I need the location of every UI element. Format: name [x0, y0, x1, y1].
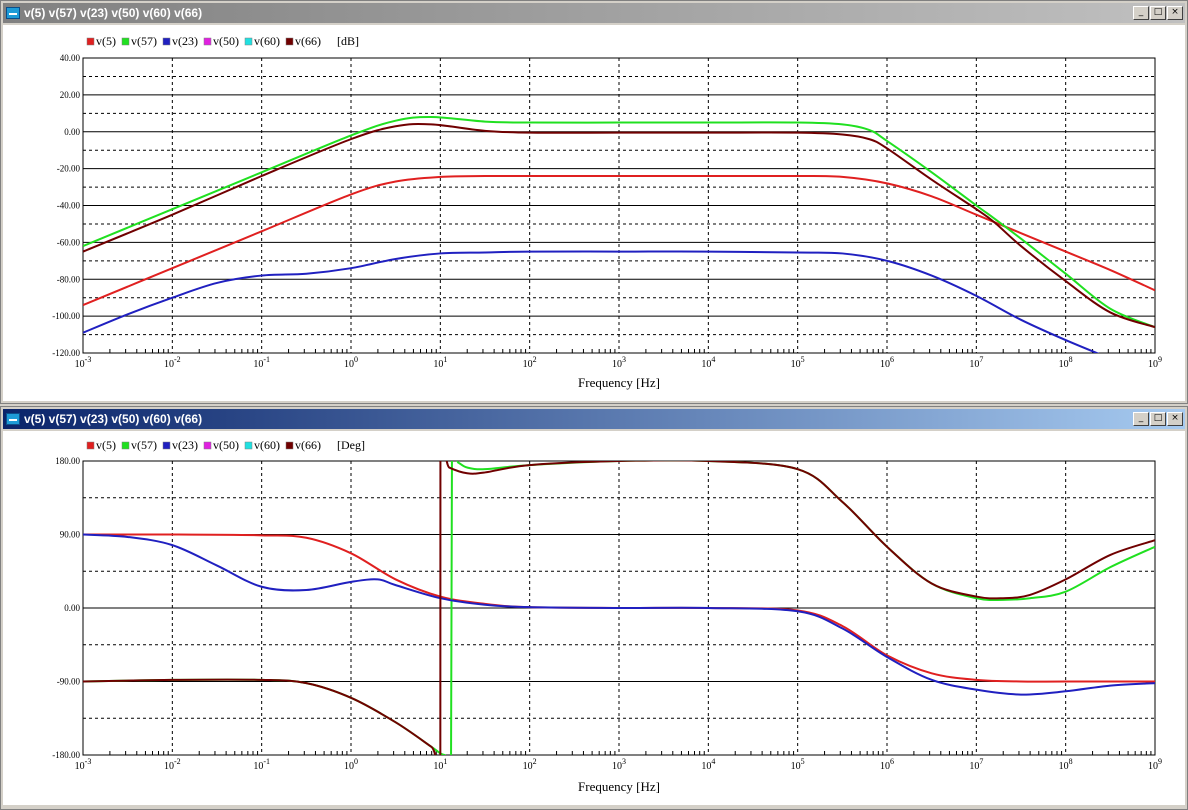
y-tick-label: -20.00 [57, 164, 81, 174]
legend-label: v(60) [254, 438, 280, 452]
chart-app-icon[interactable] [6, 413, 20, 425]
legend-swatch [203, 37, 212, 46]
x-tick-label: 10-1 [253, 355, 270, 370]
x-tick-label: 10-1 [253, 757, 270, 772]
legend-label: v(66) [295, 34, 321, 48]
y-tick-label: -40.00 [57, 201, 81, 211]
legend-swatch [162, 441, 171, 450]
x-tick-label: 100 [344, 355, 358, 370]
x-tick-label: 107 [969, 757, 983, 772]
phase-window-titlebar[interactable]: v(5) v(57) v(23) v(50) v(60) v(66) _ □ × [3, 409, 1185, 429]
y-tick-label: 0.00 [64, 127, 80, 137]
legend-label: v(50) [213, 438, 239, 452]
phase-plot-area: 180.00 90.00 0.00 -90.00 -180.00 10-3 10-2 10-1… [3, 431, 1185, 805]
close-button[interactable]: × [1167, 6, 1183, 20]
x-tick-label: 101 [433, 757, 447, 772]
x-tick-label: 102 [523, 757, 537, 772]
x-tick-label: 108 [1059, 355, 1073, 370]
unit-label: [Deg] [337, 438, 365, 452]
y-tick-label: 40.00 [60, 53, 81, 63]
legend-swatch [285, 441, 294, 450]
chart-app-icon[interactable] [6, 7, 20, 19]
series-line-v66 [83, 122, 1155, 329]
legend-swatch [203, 441, 212, 450]
x-tick-label: 107 [969, 355, 983, 370]
magnitude-plot-area: 40.00 20.00 0.00 -20.00 -40.00 -60.00 -80.00 -1… [3, 25, 1185, 401]
maximize-button[interactable]: □ [1150, 412, 1166, 426]
series-line-v5 [83, 174, 1155, 306]
legend-swatch [244, 37, 253, 46]
x-tick-label: 105 [791, 757, 805, 772]
series-line-v57 [83, 115, 1155, 329]
window-title: v(5) v(57) v(23) v(50) v(60) v(66) [24, 6, 203, 20]
legend-label: v(50) [213, 34, 239, 48]
x-tick-label: 102 [523, 355, 537, 370]
y-tick-label: -90.00 [57, 677, 81, 687]
x-tick-label: 106 [880, 355, 894, 370]
y-tick-label: -100.00 [52, 311, 80, 321]
y-tick-label: 0.00 [64, 603, 80, 613]
y-tick-label: 180.00 [55, 456, 80, 466]
legend-label: v(57) [131, 34, 157, 48]
x-tick-label: 103 [612, 757, 626, 772]
close-button[interactable]: × [1167, 412, 1183, 426]
magnitude-chart[interactable]: 40.00 20.00 0.00 -20.00 -40.00 -60.00 -80.00 -1… [3, 25, 1185, 401]
legend-swatch [86, 441, 95, 450]
grid [82, 57, 1156, 354]
y-tick-label: 20.00 [60, 90, 81, 100]
x-axis-label: Frequency [Hz] [578, 779, 660, 794]
x-tick-label: 103 [612, 355, 626, 370]
minimize-button[interactable]: _ [1133, 412, 1149, 426]
legend-swatch [285, 37, 294, 46]
x-tick-label: 10-3 [75, 355, 92, 370]
window-title: v(5) v(57) v(23) v(50) v(60) v(66) [24, 412, 203, 426]
x-tick-label: 104 [701, 757, 715, 772]
y-tick-label: 90.00 [60, 530, 81, 540]
legend-swatch [162, 37, 171, 46]
series-line-v23 [83, 533, 1155, 696]
legend-label: v(5) [96, 438, 116, 452]
magnitude-window: v(5) v(57) v(23) v(50) v(60) v(66) _ □ ×… [0, 0, 1188, 404]
maximize-button[interactable]: □ [1150, 6, 1166, 20]
magnitude-window-titlebar[interactable]: v(5) v(57) v(23) v(50) v(60) v(66) _ □ × [3, 3, 1185, 23]
x-tick-label: 10-2 [164, 757, 181, 772]
x-tick-label: 105 [791, 355, 805, 370]
legend-label: v(23) [172, 34, 198, 48]
legend: v(5) v(57) v(23) v(50) v(60) v(66) [dB] [86, 34, 359, 48]
x-tick-label: 109 [1148, 757, 1162, 772]
x-tick-label: 108 [1059, 757, 1073, 772]
unit-label: [dB] [337, 34, 359, 48]
x-tick-label: 104 [701, 355, 715, 370]
phase-window: v(5) v(57) v(23) v(50) v(60) v(66) _ □ ×… [0, 406, 1188, 810]
x-tick-label: 10-2 [164, 355, 181, 370]
series-line-v23 [83, 250, 1100, 353]
y-tick-label: -80.00 [57, 274, 81, 284]
y-tick-label: -180.00 [52, 750, 80, 760]
legend-swatch [86, 37, 95, 46]
legend-swatch [121, 37, 130, 46]
legend-swatch [121, 441, 130, 450]
legend-label: v(66) [295, 438, 321, 452]
x-tick-label: 106 [880, 757, 894, 772]
plot-frame [82, 57, 1156, 354]
legend-label: v(23) [172, 438, 198, 452]
x-axis-label: Frequency [Hz] [578, 375, 660, 390]
series-line-v66 [83, 461, 1155, 755]
legend-label: v(60) [254, 34, 280, 48]
y-tick-label: -60.00 [57, 237, 81, 247]
x-tick-label: 109 [1148, 355, 1162, 370]
minimize-button[interactable]: _ [1133, 6, 1149, 20]
x-tick-label: 100 [344, 757, 358, 772]
x-tick-label: 10-3 [75, 757, 92, 772]
legend-swatch [244, 441, 253, 450]
x-tick-label: 101 [433, 355, 447, 370]
legend-label: v(5) [96, 34, 116, 48]
y-tick-label: -120.00 [52, 348, 80, 358]
legend: v(5) v(57) v(23) v(50) v(60) v(66) [Deg] [86, 438, 365, 452]
legend-label: v(57) [131, 438, 157, 452]
